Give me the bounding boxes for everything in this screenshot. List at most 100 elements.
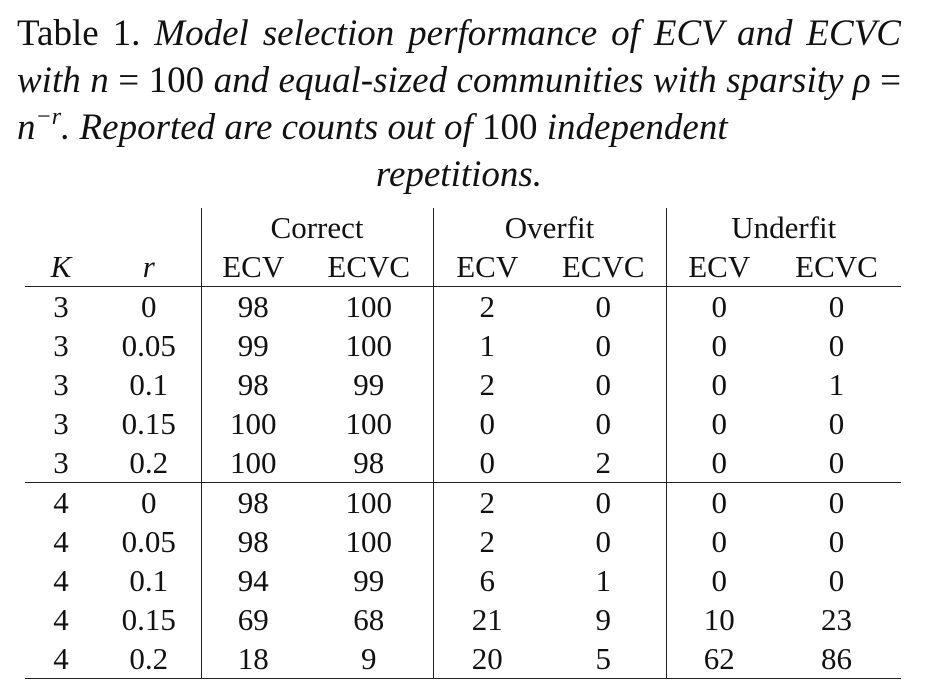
table-row: 4 0.05 98 100 2 0 0 0	[25, 522, 901, 561]
caption-math-exponent: −r	[35, 103, 62, 130]
table-row: 3 0.15 100 100 0 0 0 0	[25, 404, 901, 443]
group-header-correct: Correct	[200, 208, 433, 247]
table-row: 3 0.1 98 99 2 0 0 1	[25, 365, 901, 404]
caption-math-eq-2: =	[880, 60, 902, 101]
cell-underfit-ecv: 10	[665, 600, 772, 639]
cell-overfit-ecv: 0	[432, 443, 541, 483]
cell-overfit-ecvc: 0	[595, 289, 612, 324]
col-header-correct-ecv: ECV	[200, 247, 305, 287]
cell-r: 0.2	[129, 641, 169, 676]
cell-k: 3	[53, 367, 69, 402]
cell-r: 0.05	[121, 328, 176, 363]
cell-underfit-ecv: 0	[665, 522, 772, 561]
cell-underfit-ecvc: 0	[828, 563, 845, 598]
cell-correct-ecvc: 68	[353, 602, 385, 637]
caption-text-1: Model selection performance of ECV and E…	[17, 13, 901, 101]
cell-overfit-ecvc: 1	[595, 563, 612, 598]
results-table-wrapper: Correct Overfit Underfit K r ECV ECVC EC…	[25, 208, 901, 679]
cell-overfit-ecvc: 2	[595, 445, 612, 480]
cell-overfit-ecv: 1	[432, 326, 541, 365]
cell-overfit-ecv: 21	[432, 600, 541, 639]
table-row: 3 0 98 100 2 0 0 0	[25, 286, 901, 326]
cell-correct-ecv: 99	[200, 326, 305, 365]
cell-correct-ecvc: 100	[345, 328, 393, 363]
caption-label: Table 1.	[17, 13, 141, 54]
cell-underfit-ecvc: 86	[821, 641, 852, 676]
cell-correct-ecv: 98	[200, 522, 305, 561]
table-row: 4 0 98 100 2 0 0 0	[25, 482, 901, 522]
cell-overfit-ecv: 6	[432, 561, 541, 600]
cell-overfit-ecvc: 9	[595, 602, 612, 637]
cell-correct-ecv: 98	[200, 365, 305, 404]
cell-k: 4	[53, 563, 69, 598]
cell-underfit-ecvc: 0	[828, 406, 845, 441]
cell-r: 0.2	[129, 445, 169, 480]
cell-correct-ecvc: 100	[305, 482, 433, 522]
cell-k: 4	[25, 482, 97, 522]
cell-k: 3	[53, 289, 69, 324]
cell-r: 0	[141, 289, 157, 324]
table-row: 3 0.05 99 100 1 0 0 0	[25, 326, 901, 365]
caption-text-5: repetitions.	[375, 154, 543, 195]
cell-underfit-ecv: 0	[665, 404, 772, 443]
cell-underfit-ecvc: 1	[828, 367, 845, 402]
col-header-overfit-ecvc: ECVC	[561, 249, 645, 284]
cell-correct-ecvc: 9	[361, 641, 377, 676]
group-header-underfit: Underfit	[665, 208, 901, 247]
cell-r: 0.15	[121, 406, 176, 441]
cell-correct-ecvc: 98	[353, 445, 385, 480]
cell-overfit-ecvc: 0	[595, 328, 612, 363]
cell-overfit-ecvc: 0	[595, 406, 612, 441]
cell-k: 3	[53, 445, 69, 480]
col-header-correct-ecvc: ECVC	[327, 249, 411, 284]
cell-r: 0.15	[121, 602, 176, 637]
table-caption: Table 1. Model selection performance of …	[17, 10, 901, 198]
cell-r: 0	[97, 482, 201, 522]
cell-correct-ecvc: 99	[353, 367, 385, 402]
caption-text-2: and equal-sized communities with sparsit…	[213, 60, 844, 101]
cell-k: 3	[53, 328, 69, 363]
cell-overfit-ecvc: 0	[595, 524, 612, 559]
results-table: Correct Overfit Underfit K r ECV ECVC EC…	[25, 208, 901, 679]
cell-r: 0.1	[129, 563, 169, 598]
col-header-underfit-ecvc: ECVC	[795, 249, 878, 284]
cell-underfit-ecvc: 23	[821, 602, 852, 637]
table-body: 3 0 98 100 2 0 0 0 3 0.05 99 100 1 0 0 0…	[25, 286, 901, 679]
cell-underfit-ecvc: 0	[828, 289, 845, 324]
cell-correct-ecv: 100	[200, 404, 305, 443]
cell-correct-ecvc: 100	[345, 524, 393, 559]
column-header-row: K r ECV ECVC ECV ECVC ECV ECVC	[25, 247, 901, 287]
cell-overfit-ecv: 2	[432, 482, 541, 522]
cell-underfit-ecvc: 0	[828, 524, 845, 559]
caption-text-3: . Reported are counts out of	[61, 107, 473, 148]
caption-count: 100	[482, 107, 538, 148]
cell-k: 4	[53, 602, 69, 637]
table-row: 4 0.15 69 68 21 9 10 23	[25, 600, 901, 639]
group-header-row: Correct Overfit Underfit	[25, 208, 901, 247]
caption-math-n-base: n	[17, 107, 36, 148]
cell-correct-ecv: 18	[200, 639, 305, 679]
cell-overfit-ecvc: 0	[595, 367, 612, 402]
cell-underfit-ecv: 0	[665, 326, 772, 365]
cell-underfit-ecv: 0	[665, 286, 772, 326]
cell-underfit-ecvc: 0	[828, 328, 845, 363]
cell-correct-ecv: 94	[200, 561, 305, 600]
cell-overfit-ecvc: 0	[541, 482, 666, 522]
cell-underfit-ecv: 0	[665, 561, 772, 600]
cell-correct-ecv: 98	[200, 286, 305, 326]
cell-overfit-ecv: 2	[432, 522, 541, 561]
group-header-overfit: Overfit	[432, 208, 666, 247]
cell-underfit-ecvc: 0	[772, 482, 901, 522]
cell-k: 4	[53, 524, 69, 559]
cell-underfit-ecv: 0	[665, 482, 772, 522]
cell-correct-ecvc: 100	[345, 406, 393, 441]
caption-math-eq: =	[118, 60, 140, 101]
cell-overfit-ecv: 2	[432, 365, 541, 404]
cell-r: 0.05	[121, 524, 176, 559]
cell-underfit-ecvc: 0	[828, 445, 845, 480]
cell-overfit-ecv: 0	[432, 404, 541, 443]
cell-correct-ecvc: 99	[353, 563, 385, 598]
caption-math-n: n	[90, 60, 109, 101]
cell-r: 0.1	[129, 367, 169, 402]
cell-k: 3	[53, 406, 69, 441]
